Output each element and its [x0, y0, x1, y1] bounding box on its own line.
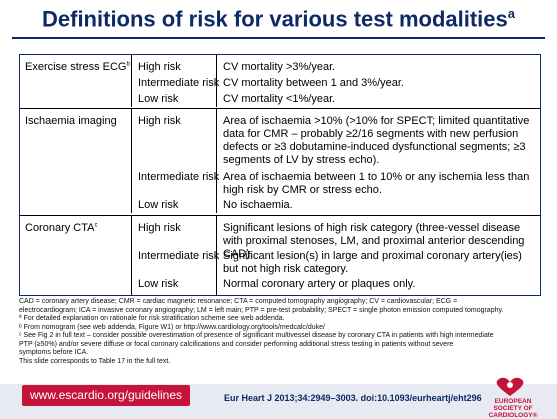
footnote-line: PTP (≥50%) and/or severe diffuse or foca… — [19, 340, 454, 348]
slide-title: Definitions of risk for various test mod… — [0, 6, 557, 32]
risk-level: Low risk — [138, 278, 179, 290]
column-divider — [131, 55, 132, 107]
risk-definition: Area of ischaemia >10% (>10% for SPECT; … — [223, 115, 530, 166]
slide-title-sup: a — [507, 6, 515, 21]
column-divider — [131, 109, 132, 213]
risk-level: High risk — [138, 61, 181, 73]
risk-level: High risk — [138, 222, 181, 234]
risk-definitions-table: Exercise stress ECGb High risk CV mortal… — [19, 54, 541, 296]
risk-definition: CV mortality >3%/year. — [223, 61, 336, 73]
esc-logo: EUROPEAN SOCIETY OF CARDIOLOGY® — [475, 376, 545, 419]
modality-sup: b — [126, 61, 130, 68]
footnote-line: symptoms before ICA. — [19, 349, 89, 356]
risk-definition: Significant lesions of high risk categor… — [223, 222, 525, 260]
guidelines-link[interactable]: www.escardio.org/guidelines — [22, 385, 190, 406]
footnote-line: electrocardiogram; ICA = invasive corona… — [19, 306, 504, 314]
risk-level: Low risk — [138, 93, 179, 105]
risk-definition: Normal coronary artery or plaques only. — [223, 278, 416, 290]
section-divider — [20, 215, 540, 216]
risk-level: High risk — [138, 115, 181, 127]
column-divider — [131, 216, 132, 295]
modality-label: Exercise stress ECGb — [25, 61, 130, 73]
footnote-line: This slide corresponds to Table 17 in th… — [19, 357, 171, 365]
column-divider — [216, 55, 217, 107]
risk-level: Intermediate risk — [138, 171, 220, 183]
modality-label: Ischaemia imaging — [25, 115, 117, 127]
modality-text: Coronary CTA — [25, 222, 95, 234]
column-divider — [216, 109, 217, 213]
column-divider — [216, 216, 217, 295]
modality-text: Ischaemia imaging — [25, 115, 117, 127]
risk-definition: CV mortality <1%/year. — [223, 93, 336, 105]
slide-title-text: Definitions of risk for various test mod… — [42, 6, 508, 32]
section-ischaemia-imaging: Ischaemia imaging High risk Area of isch… — [20, 109, 540, 213]
risk-definition: Area of ischaemia between 1 to 10% or an… — [223, 171, 530, 196]
citation-text: Eur Heart J 2013;34:2949–3003. doi:10.10… — [224, 393, 482, 403]
footnote-line: CAD = coronary artery disease; CMR = car… — [19, 298, 458, 305]
modality-label: Coronary CTAc — [25, 222, 97, 234]
footnote-line: ᶜ See Fig 2 in full text – consider poss… — [19, 332, 494, 339]
footnotes: CAD = coronary artery disease; CMR = car… — [19, 298, 549, 366]
risk-definition: Significant lesion(s) in large and proxi… — [223, 250, 522, 275]
title-rule — [12, 37, 545, 39]
modality-text: Exercise stress ECG — [25, 61, 127, 73]
logo-text: EUROPEAN SOCIETY OF CARDIOLOGY® — [488, 398, 538, 419]
risk-level: Low risk — [138, 199, 179, 211]
modality-sup: c — [94, 222, 98, 229]
risk-definition: CV mortality between 1 and 3%/year. — [223, 77, 404, 89]
risk-level: Intermediate risk — [138, 77, 220, 89]
heart-logo-icon — [496, 377, 524, 396]
section-exercise-stress-ecg: Exercise stress ECGb High risk CV mortal… — [20, 55, 540, 107]
risk-level: Intermediate risk — [138, 250, 220, 262]
risk-definition: No ischaemia. — [223, 199, 293, 211]
section-coronary-cta: Coronary CTAc High risk Significant lesi… — [20, 216, 540, 295]
section-divider — [20, 108, 540, 109]
footnote-line[interactable]: ᵇ From nomogram (see web addenda, Figure… — [19, 323, 325, 331]
footnote-line: ª For detailed explanation on rationale … — [19, 315, 285, 322]
